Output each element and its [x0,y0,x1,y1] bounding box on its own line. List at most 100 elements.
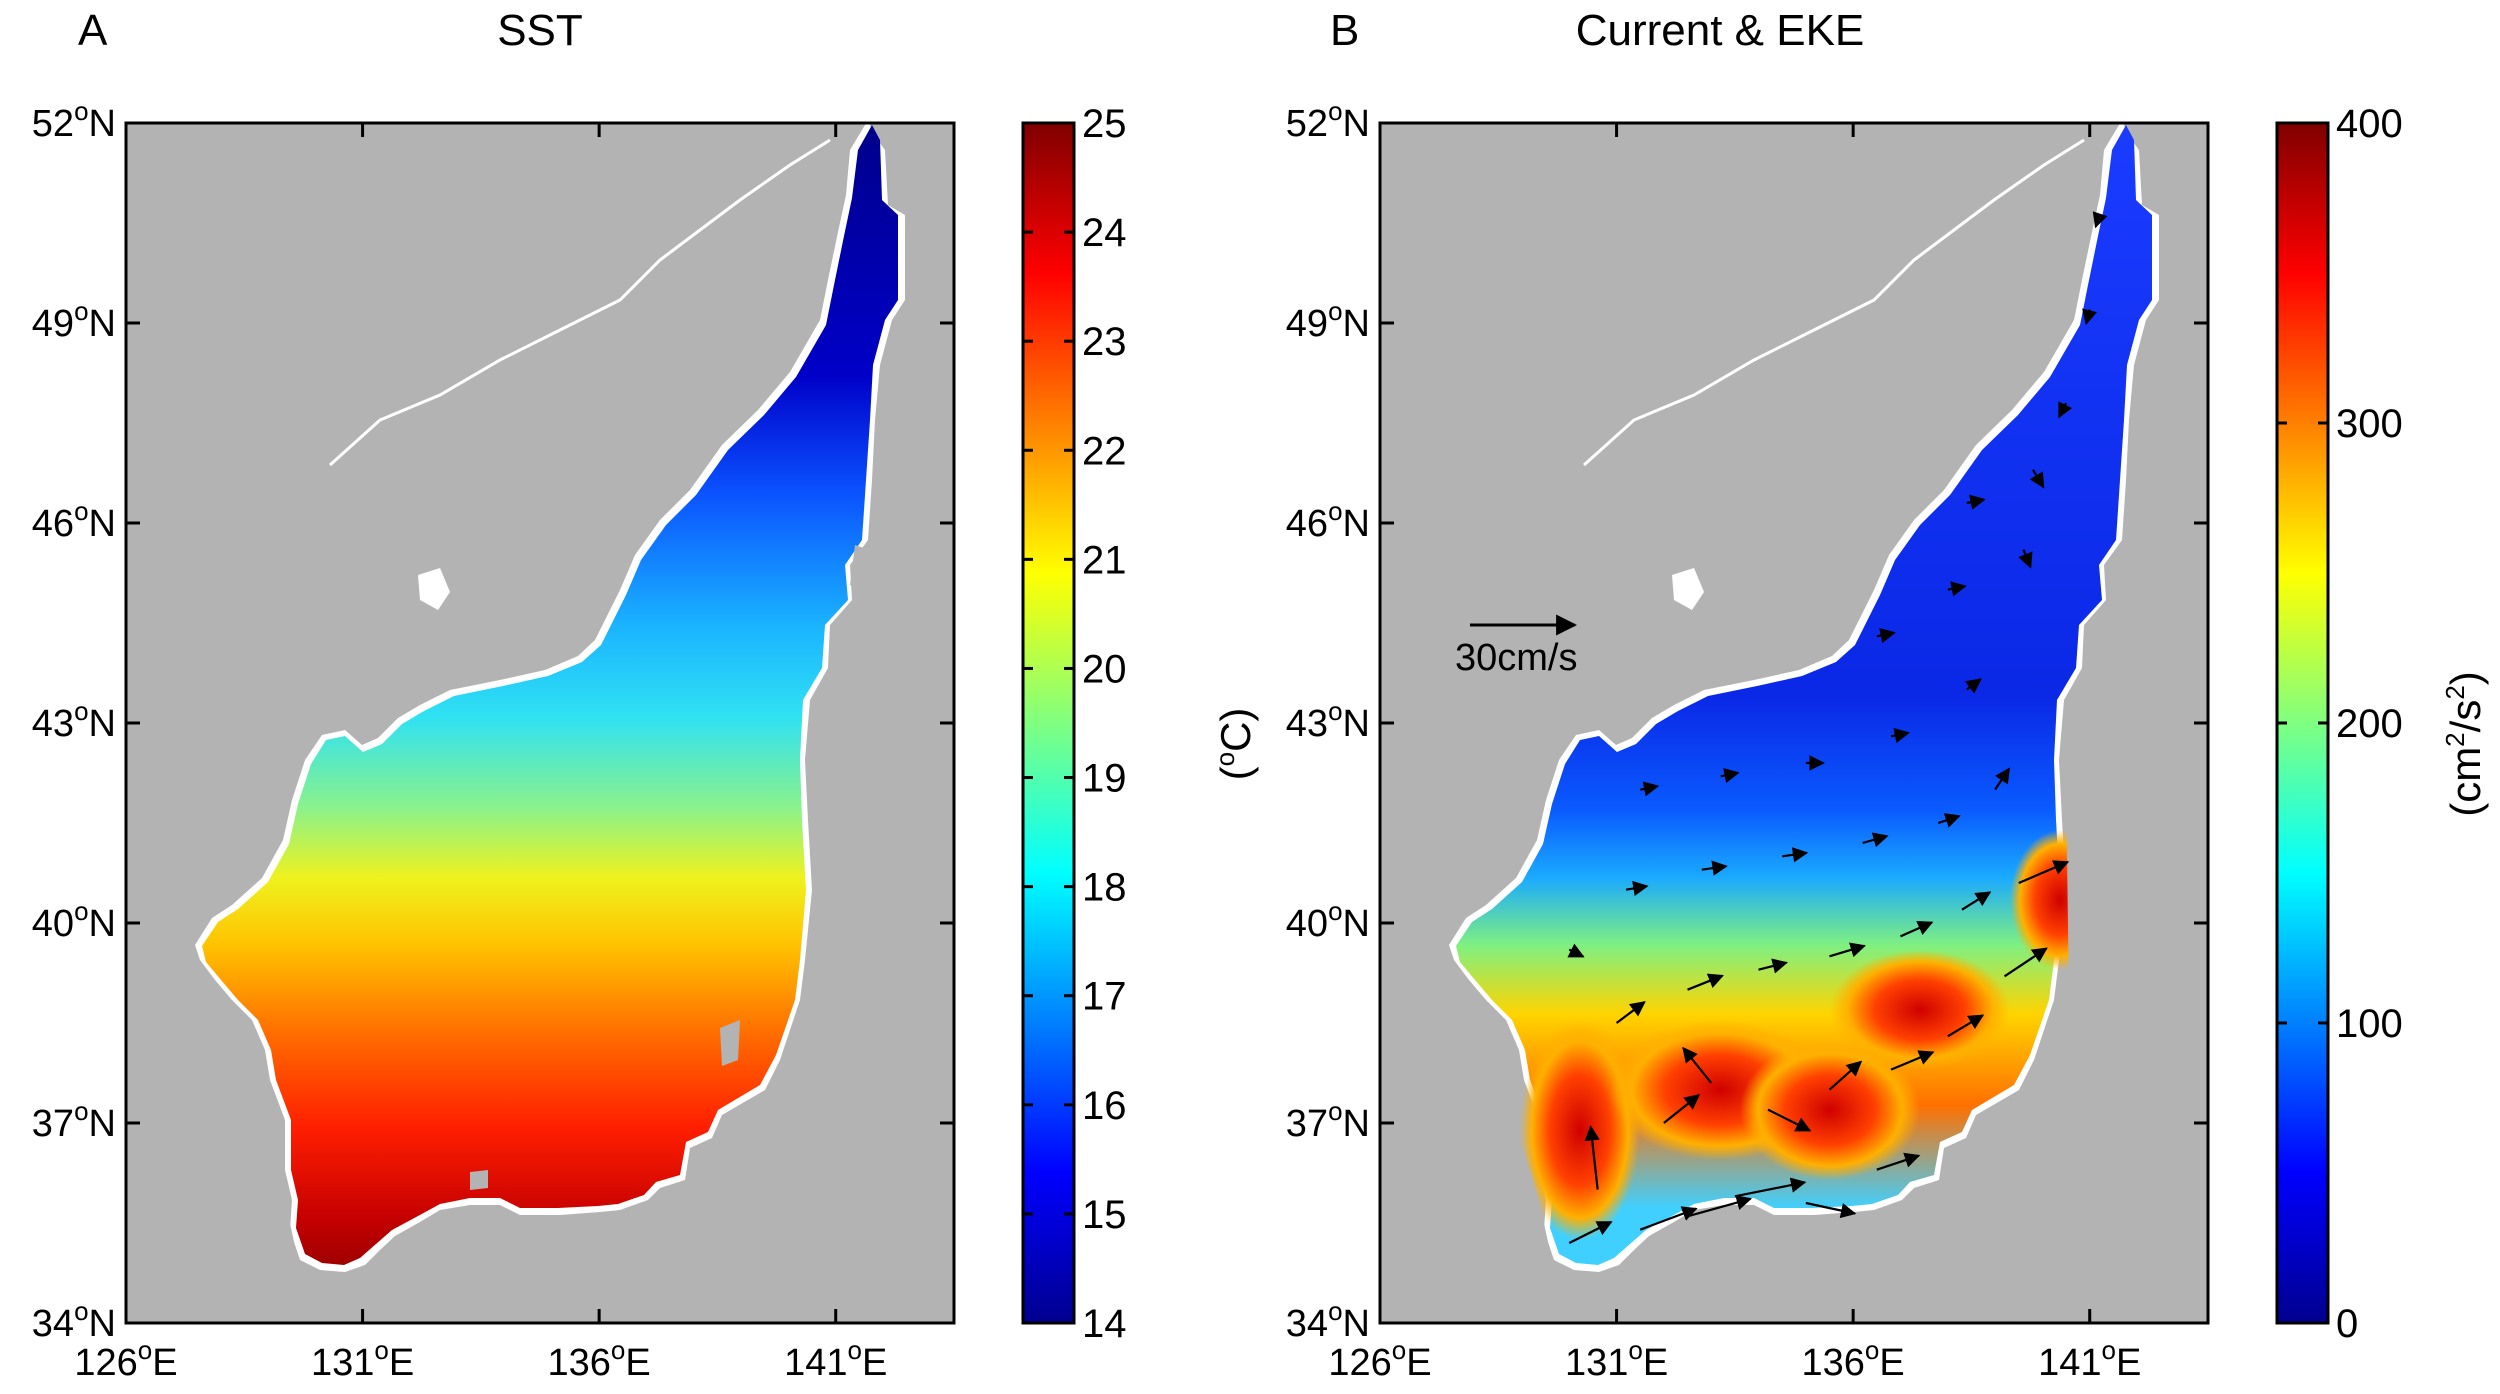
panel-a-cbar-tick-label: 20 [1082,647,1127,691]
panel-a-ytick-label: 46oN [32,496,116,545]
current-vector [1568,1221,1613,1244]
panel-b-cbar-tick-label: 400 [2336,102,2403,146]
panel-b-ytick-label: 49oN [1286,296,1370,345]
current-vector [1567,943,1585,958]
panel-b-ytick-label: 40oN [1286,896,1370,945]
panel-b: B Current & EKE [1286,6,2489,1384]
panel-a-ytick-label: 52oN [32,96,116,145]
panel-a-cbar-tick-label: 18 [1082,866,1127,910]
current-vector [1720,768,1740,784]
current-vector [1615,1001,1646,1024]
panel-a-island [470,1170,488,1190]
panel-a-cbar-tick-label: 15 [1082,1193,1127,1237]
panel-b-colorbar-ticks: 0 100 200 300 400 [2277,102,2403,1346]
panel-a-xtick-label: 141oE [784,1335,887,1384]
panel-b-cbar-tick-label: 200 [2336,702,2403,746]
panel-b-ytick-label: 46oN [1286,496,1370,545]
panel-a-letter: A [78,6,108,55]
current-vector [1701,860,1728,876]
panel-a-korea-south [126,1060,300,1323]
panel-a-ytick-label: 34oN [32,1296,116,1345]
current-vector [1687,1195,1753,1218]
panel-a-coast-notch-2 [850,545,870,590]
current-vector [1805,1201,1857,1219]
panel-b-lake [1672,568,1704,610]
current-vector [1947,1014,1985,1038]
panel-a-ytick-label: 43oN [32,696,116,745]
panel-a-colorbar-ticks: 14 15 16 17 18 19 20 21 22 23 24 25 [1023,102,1127,1346]
panel-a-cbar-tick-label: 23 [1082,320,1127,364]
panel-b-ytick-label: 37oN [1286,1096,1370,1145]
panel-a-xtick-label: 136oE [548,1335,651,1384]
current-vector [1862,832,1889,848]
panel-a-ticks: 126oE 131oE 136oE 141oE 52oN 49oN 46oN 43oN 40oN… [32,96,954,1384]
current-vector [2082,308,2098,326]
panel-b-current-vectors [1567,211,2108,1244]
panel-a-sakhalin [905,150,954,560]
panel-b-korea-south [1380,1060,1554,1323]
panel-a-honshu [650,780,954,1323]
current-vector [1584,1125,1600,1190]
current-vector [1829,942,1866,958]
panel-b-cbar-tick-label: 300 [2336,402,2403,446]
panel-a-xtick-label: 131oE [311,1335,414,1384]
current-vector [1639,1206,1698,1231]
panel-b-ticks: 126oE 131oE 136oE 141oE 52oN 49oN 46oN 43oN 40oN… [1286,96,2208,1384]
panel-a-coast-notch [720,1020,740,1066]
current-vector [2029,469,2045,489]
current-vector [2092,211,2108,229]
panel-b-amur-river [1582,138,2085,467]
panel-a-xtick-label: 126oE [74,1335,177,1384]
panel-a-cbar-tick-label: 19 [1082,757,1127,801]
panel-a-ytick-label: 37oN [32,1096,116,1145]
panel-b-colorbar-label: (cm2/s2) [2440,671,2489,817]
current-vector [2018,549,2033,569]
current-vector [1734,1177,1807,1198]
panel-b-honshu [1904,780,2208,1323]
current-vector [1640,781,1660,797]
panel-b-xtick-label: 131oE [1565,1335,1668,1384]
panel-b-sakhalin [2159,150,2208,560]
panel-a-sst-field [202,125,898,1265]
current-vector [1782,847,1809,863]
current-vector [1682,1046,1713,1084]
panel-a-cbar-tick-label: 21 [1082,538,1127,582]
panel-a-ytick-label: 40oN [32,896,116,945]
current-vector [1625,880,1649,897]
panel-b-letter: B [1330,6,1359,55]
panel-b-cbar-tick-label: 0 [2336,1302,2358,1346]
panel-b-title: Current & EKE [1576,6,1865,55]
panel-a-cbar-tick-label: 14 [1082,1302,1127,1346]
panel-a-cbar-tick-label: 17 [1082,975,1127,1019]
current-vector [1890,1050,1935,1071]
current-vector [2003,947,2048,978]
current-vector [1964,678,1982,694]
panel-a: A SST [32,6,1259,1384]
panel-a-cbar-tick-label: 25 [1082,102,1127,146]
panel-b-xtick-label: 141oE [2038,1335,2141,1384]
panel-b-ytick-label: 43oN [1286,696,1370,745]
scale-arrow-label: 30cm/s [1455,637,1577,679]
panel-a-ytick-label: 49oN [32,296,116,345]
current-vector [1947,581,1967,597]
current-vector [1767,1108,1812,1132]
panel-a-amur-river [328,138,831,467]
panel-a-colorbar [1021,121,1076,1325]
current-vector [1937,813,1961,828]
panel-a-title: SST [497,6,583,55]
panel-b-xtick-label: 136oE [1802,1335,1905,1384]
current-vector [1966,494,1986,510]
panel-b-eke-hotspots [1520,830,2110,1240]
panel-b-cbar-tick-label: 100 [2336,1002,2403,1046]
current-vector [1663,1094,1701,1124]
panel-b-hokkaido [2094,600,2208,760]
panel-a-colorbar-label: (oC) [1210,708,1259,781]
current-vector [1994,767,2011,791]
current-vector [1876,1152,1921,1171]
current-vector [1828,1060,1863,1091]
panel-a-hokkaido [840,600,954,760]
current-vector [1890,728,1911,744]
panel-a-lake [418,568,450,610]
current-vector [1687,973,1724,991]
panel-b-scale-arrow: 30cm/s [1455,614,1577,679]
